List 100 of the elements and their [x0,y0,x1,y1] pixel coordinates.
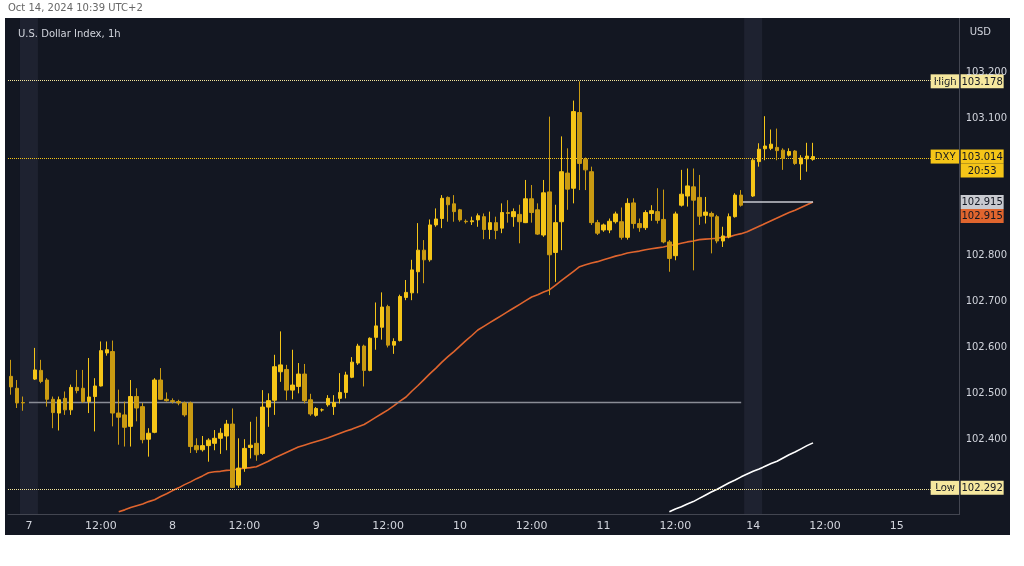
candlestick [781,147,785,171]
x-tick-label: 14 [746,519,761,532]
candlestick [314,406,318,418]
y-axis-title: USD [969,25,992,37]
candlestick [128,379,133,448]
text: 102.915 [961,210,1003,222]
candlestick [440,194,444,229]
candlestick [511,207,516,228]
candlestick [769,129,773,151]
x-tick-label: 12:00 [659,519,692,532]
annotation: 103.178 [961,75,1003,87]
candlestick [368,336,372,372]
candlestick [452,194,456,223]
x-tick-label: 11 [596,519,611,532]
candlestick [721,226,725,248]
candlestick [488,211,492,240]
candlestick [63,390,67,416]
candlestick [541,179,546,238]
candlestick [506,199,510,224]
y-tick-label: 102.800 [965,249,1008,261]
candlestick [51,396,55,429]
candlestick [619,207,624,241]
candlestick [434,207,438,228]
candlestick [254,416,259,462]
candlestick [338,372,342,404]
candlestick [350,356,354,379]
candlestick [57,396,61,431]
candlestick [33,347,37,381]
candlestick [793,149,797,166]
candlestick [404,279,408,301]
candlestick [523,179,528,224]
annotation: 102.915 [961,196,1003,208]
candlestick [476,212,480,228]
candlestick [398,294,402,342]
line-series [668,442,814,513]
candlestick [733,192,737,219]
text: 20:53 [967,165,997,177]
x-tick-label: 15 [889,519,904,532]
candlestick [386,304,390,348]
annotation: 102.292 [961,482,1003,494]
candlestick [458,208,462,223]
candlestick [99,340,103,387]
x-tick-label: 8 [169,519,177,532]
candlestick [39,359,43,384]
candlestick [727,212,731,239]
candlestick [15,379,19,409]
candlestick [416,222,420,294]
candlestick [494,216,498,240]
candlestick [553,204,558,283]
candlestick [446,195,450,223]
candlestick [9,359,13,396]
candlestick [152,377,157,434]
candlestick [482,212,486,240]
candlestick [326,394,330,408]
candlestick [81,369,85,404]
candlestick [332,394,336,416]
candlestick [775,128,779,161]
candlestick [105,340,109,357]
candlestick [45,377,49,408]
y-tick-label: 102.500 [965,386,1008,398]
x-tick-label: 10 [452,519,467,532]
y-tick-label: 102.600 [965,341,1008,353]
annotation: 103.014 [961,151,1003,163]
candlestick [344,371,348,399]
candlestick [565,147,570,211]
candlestick [547,116,552,296]
candlestick [703,196,708,225]
candlestick [517,204,522,244]
x-tick-label: 12:00 [372,519,404,532]
candlestick [21,396,25,412]
y-tick-label: 102.700 [965,295,1008,307]
x-tick-label: 9 [312,519,320,532]
candlestick [428,218,432,263]
candlestick [75,369,79,394]
x-tick-label: 12:00 [228,519,261,532]
candlestick [248,421,253,459]
candlestick [146,427,151,458]
y-tick-label: 103.100 [965,111,1008,123]
y-tick-label: 103.200 [965,65,1008,77]
candlestick [392,337,396,355]
candlestick [380,291,384,341]
candlestick [464,218,468,225]
text: Oct 14, 2024 10:39 UTC+2 [8,2,143,13]
candlestick [470,216,474,226]
candlestick [87,357,91,414]
candlestick [69,384,73,416]
line-series [117,201,814,513]
candlestick [410,259,414,301]
candlestick [422,239,426,284]
candlestick [673,211,678,261]
candlestick [93,377,97,432]
candlestick [230,407,235,488]
x-tick-label: 12:00 [515,519,548,532]
y-tick-label: 102.400 [965,432,1008,444]
candlestick [284,364,289,401]
candlestick [362,344,366,387]
candlestick [356,343,360,366]
candlestick [739,189,743,208]
candlestick [374,301,378,351]
text: U.S. Dollar Index, 1h [18,27,121,39]
